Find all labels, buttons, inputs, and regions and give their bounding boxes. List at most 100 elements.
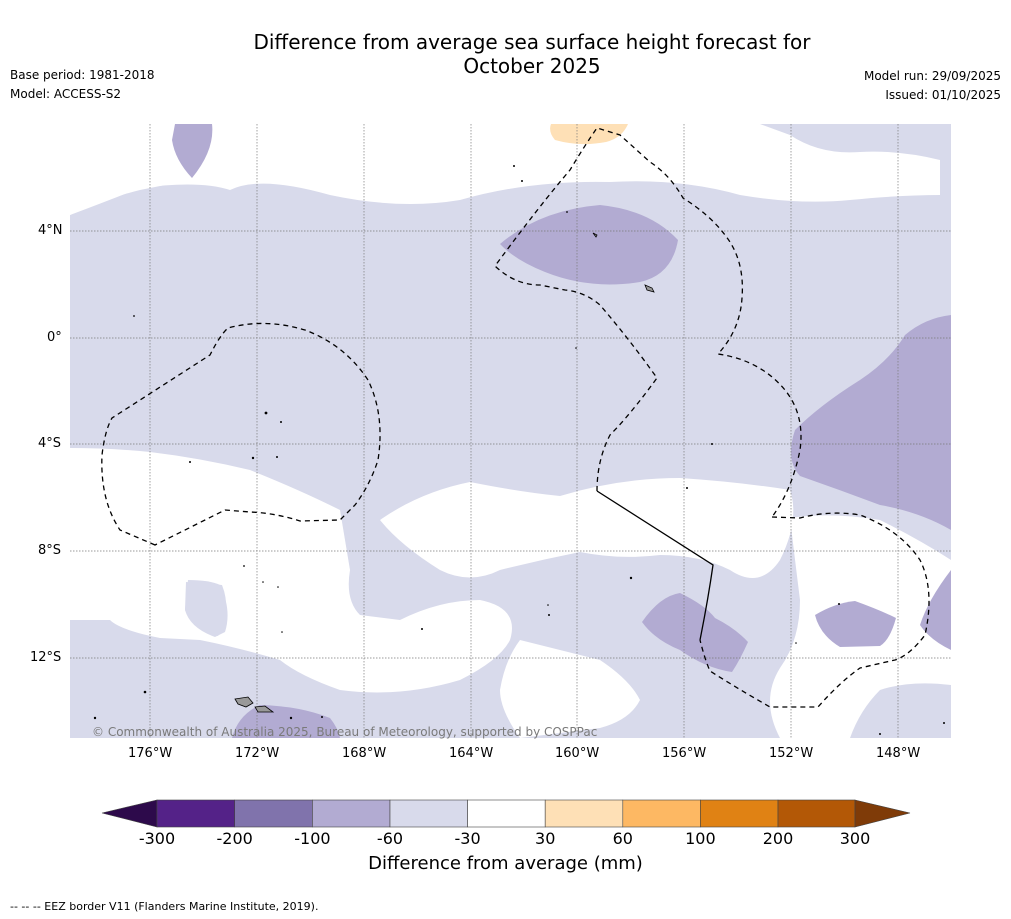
lat-label: 4°S (38, 436, 62, 451)
white-region-southwest (70, 448, 512, 693)
atoll-dot (281, 631, 283, 633)
lat-label: 12°S (30, 650, 62, 665)
purple-blob-south-center (642, 593, 748, 672)
atoll-dot (838, 603, 840, 605)
atoll-dot (143, 690, 147, 694)
purple-blob-north (500, 205, 678, 285)
atoll-dot (262, 581, 264, 583)
atoll-dot (513, 165, 515, 167)
colorbar-tick: -100 (294, 829, 331, 848)
atoll-dot (264, 411, 268, 415)
colorbar-swatch (544, 799, 624, 828)
eez-border-kiribati-phoenix (101, 322, 381, 546)
colorbar-swatch (467, 799, 546, 828)
issued-date: Issued: 01/10/2025 (885, 88, 1001, 102)
graticule (70, 124, 951, 738)
purple-blob-southeast (815, 601, 896, 647)
islands (234, 232, 655, 713)
atoll-dot (189, 461, 191, 463)
colorbar-swatch (312, 799, 391, 828)
colorbar-swatch (777, 799, 856, 828)
colorbar-tick: 100 (685, 829, 716, 848)
colorbar-swatch (389, 799, 468, 828)
eez-borders (101, 127, 930, 708)
colorbar-under-triangle (101, 799, 158, 828)
light-patch-southwest (185, 582, 227, 636)
atoll-dot (277, 586, 279, 588)
solid-boundary (596, 490, 714, 641)
atoll-dot (243, 565, 245, 567)
lon-label: 160°W (555, 746, 600, 761)
atoll-dot (711, 443, 713, 445)
below-average-regions (172, 124, 951, 738)
island-small-2 (592, 232, 598, 238)
eez-legend-note: -- -- -- EEZ border V11 (Flanders Marine… (10, 900, 319, 913)
atoll-dot (943, 722, 945, 724)
atoll-dot (251, 456, 255, 460)
title-line-2: October 2025 (463, 54, 601, 78)
colorbar-tick: 300 (839, 829, 871, 848)
atoll-dot (521, 180, 523, 182)
colorbar-swatch (234, 799, 313, 828)
atoll-dot (547, 604, 549, 606)
colorbar-tick: 60 (612, 829, 633, 848)
island-savaii (234, 696, 254, 708)
white-region-center (380, 478, 794, 578)
copyright-credit: © Commonwealth of Australia 2025, Bureau… (92, 725, 598, 739)
colorbar-swatch (156, 799, 235, 828)
colorbar-tick: 200 (762, 829, 794, 848)
atoll-dot (93, 716, 97, 720)
purple-blob-samoa (232, 705, 340, 738)
lon-label: 148°W (876, 746, 921, 761)
colorbar-swatch (700, 799, 779, 828)
atoll-dot (686, 487, 688, 489)
purple-blob-northwest (172, 124, 213, 178)
lon-label: 168°W (342, 746, 387, 761)
colorbar-tick: -60 (376, 829, 404, 848)
island-small-1 (644, 284, 655, 293)
map-plot-area (70, 124, 951, 738)
model-name: Model: ACCESS-S2 (10, 87, 122, 101)
atoll-dot (548, 614, 550, 616)
chart-title: Difference from average sea surface heig… (0, 30, 1011, 78)
purple-blob-east (791, 315, 951, 530)
colorbar-tick: 30 (535, 829, 556, 848)
colorbar-tick: -30 (454, 829, 481, 848)
colorbar-tick: -200 (216, 829, 253, 848)
model-run: Model run: 29/09/2025 (863, 69, 1001, 83)
base-period: Base period: 1981-2018 (10, 68, 155, 82)
atolls (93, 165, 945, 735)
lon-label: 164°W (449, 746, 494, 761)
purple-blob-far-east-south (920, 570, 951, 650)
atoll-dot (575, 347, 577, 349)
atoll-dot (879, 733, 881, 735)
eez-border-line-islands (494, 127, 802, 518)
lon-label: 156°W (662, 746, 707, 761)
colorbar-title: Difference from average (mm) (368, 853, 643, 874)
atoll-dot (566, 211, 568, 213)
eez-border-southeast (699, 512, 930, 708)
lat-label: 8°S (38, 543, 62, 558)
lon-label: 172°W (235, 746, 280, 761)
orange-blob-north (550, 124, 628, 145)
lon-label: 152°W (769, 746, 814, 761)
lat-label: 0° (47, 330, 62, 345)
colorbar-tick: -300 (138, 829, 176, 848)
colorbar (101, 799, 911, 828)
colorbar-swatch (622, 799, 701, 828)
white-region-south-bottom (500, 640, 640, 738)
lat-label: 4°N (38, 223, 63, 238)
atoll-dot (276, 456, 278, 458)
meta-right: Model run: 29/09/2025 Issued: 01/10/2025 (864, 67, 1001, 105)
title-line-1: Difference from average sea surface heig… (253, 30, 811, 54)
atoll-dot (133, 315, 135, 317)
white-region-top-left (70, 124, 940, 215)
island-upolu (254, 705, 275, 713)
atoll-dot (321, 716, 323, 718)
atoll-dot (421, 628, 423, 630)
atoll-dot (280, 421, 282, 423)
meta-left: Base period: 1981-2018 Model: ACCESS-S2 (10, 66, 155, 104)
atoll-dot (289, 716, 293, 720)
lon-label: 176°W (128, 746, 173, 761)
